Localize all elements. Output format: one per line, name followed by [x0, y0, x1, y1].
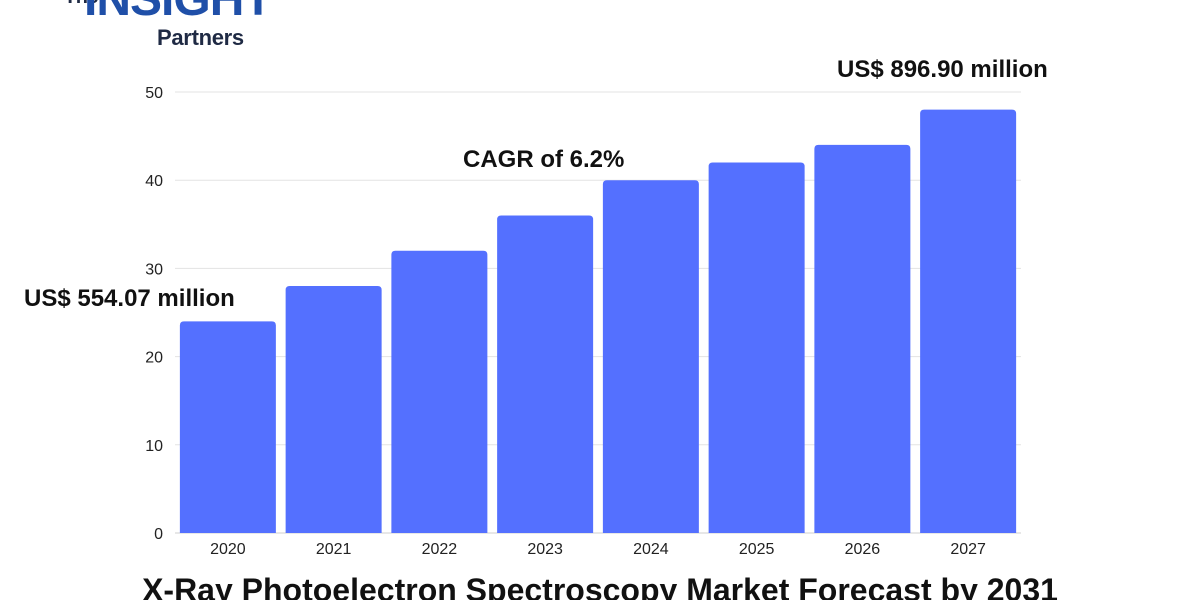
x-tick-label: 2026	[845, 541, 881, 558]
bar-2020	[179, 321, 276, 533]
bar-2026	[814, 144, 911, 534]
x-tick-label: 2021	[316, 541, 352, 558]
bar-2023	[497, 215, 594, 534]
x-tick-label: 2025	[739, 541, 775, 558]
end-value-annotation: US$ 896.90 million	[837, 56, 1048, 83]
x-tick-label: 2024	[633, 541, 669, 558]
start-value-annotation: US$ 554.07 million	[24, 285, 235, 312]
y-tick-label: 40	[145, 173, 163, 190]
logo: The INSIGHT Partners	[62, 0, 292, 52]
logo-the-text: The	[64, 0, 99, 9]
y-tick-label: 0	[154, 526, 163, 543]
logo-partners-text: Partners	[157, 25, 244, 50]
x-tick-label: 2027	[950, 541, 986, 558]
bar-2027	[920, 109, 1017, 533]
bar-2021	[285, 286, 382, 533]
x-tick-label: 2020	[210, 541, 246, 558]
bar-2024	[602, 180, 699, 533]
y-tick-label: 30	[145, 261, 163, 278]
x-tick-label: 2022	[422, 541, 458, 558]
chart-footer-title: X-Ray Photoelectron Spectroscopy Market …	[142, 572, 1058, 600]
bar-2025	[708, 162, 805, 533]
cagr-annotation: CAGR of 6.2%	[463, 146, 625, 173]
y-tick-label: 50	[145, 85, 163, 102]
y-tick-label: 20	[145, 350, 163, 367]
logo-insight-text: INSIGHT	[84, 0, 273, 24]
bar-2022	[391, 250, 488, 533]
x-tick-label: 2023	[527, 541, 563, 558]
y-tick-label: 10	[145, 438, 163, 455]
